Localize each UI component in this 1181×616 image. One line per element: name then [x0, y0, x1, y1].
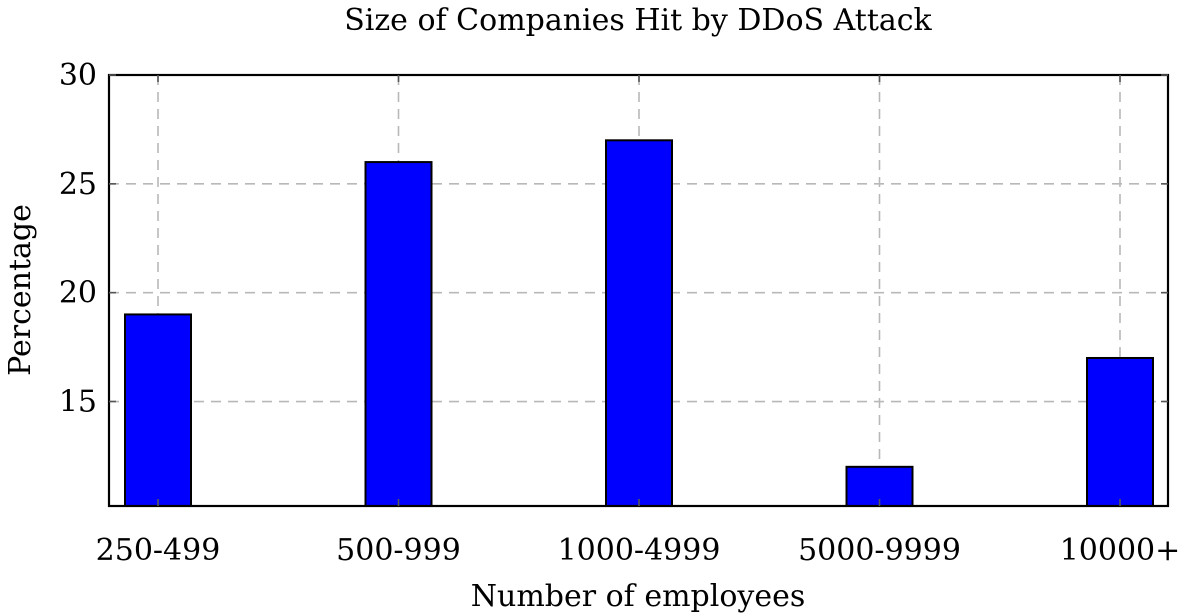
y-axis-label: Percentage: [3, 204, 38, 376]
bar-1000-4999: [605, 139, 673, 507]
y-tick-label: 25: [59, 167, 97, 202]
bar-250-499: [124, 313, 192, 508]
x-tick-label: 1000-4999: [558, 533, 721, 568]
bar-10000+: [1086, 356, 1154, 507]
x-tick-label: 5000-9999: [798, 533, 961, 568]
y-tick-label: 15: [59, 385, 97, 420]
x-tick-label: 10000+: [1060, 533, 1181, 568]
chart-title: Size of Companies Hit by DDoS Attack: [344, 3, 932, 38]
x-tick-label: 500-999: [336, 533, 461, 568]
tick-marks: [109, 74, 1168, 506]
y-tick-label: 20: [59, 276, 97, 311]
y-tick-label: 30: [59, 58, 97, 93]
bars: [124, 139, 1154, 508]
x-tick-label: 250-499: [96, 533, 221, 568]
y-tick-labels: 15 20 25 30: [59, 58, 97, 420]
x-axis-label: Number of employees: [471, 579, 805, 614]
bar-500-999: [364, 161, 433, 507]
x-tick-labels: 250-499 500-999 1000-4999 5000-9999 10000+: [96, 533, 1181, 568]
